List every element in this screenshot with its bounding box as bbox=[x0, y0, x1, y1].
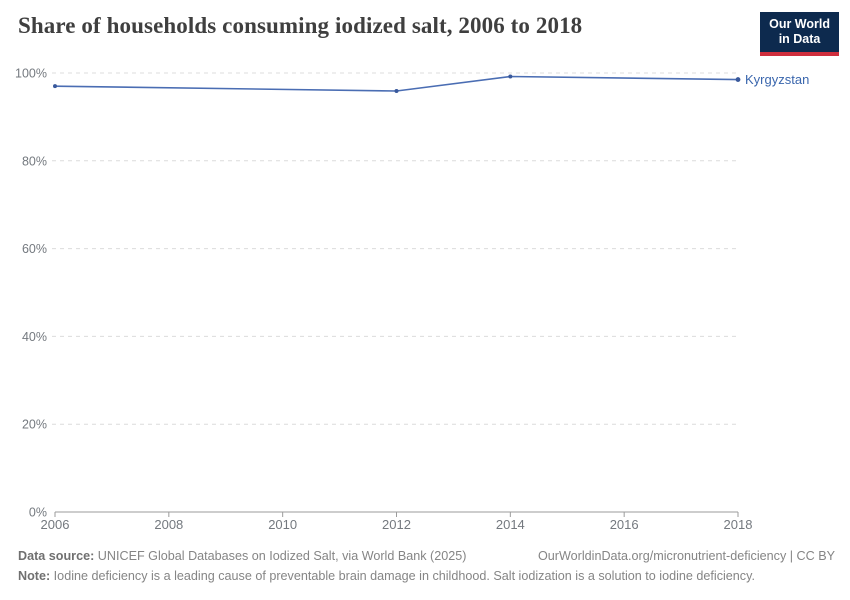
owid-logo-line1: Our World bbox=[769, 17, 830, 31]
data-source-text: UNICEF Global Databases on Iodized Salt,… bbox=[94, 549, 467, 563]
chart-footer: Data source: UNICEF Global Databases on … bbox=[18, 546, 835, 587]
data-source-label: Data source: bbox=[18, 549, 95, 563]
owid-url-link[interactable]: OurWorldinData.org/micronutrient-deficie… bbox=[538, 549, 835, 563]
y-tick-label: 40% bbox=[22, 330, 47, 344]
x-tick-label: 2008 bbox=[154, 517, 183, 532]
footer-row-source: Data source: UNICEF Global Databases on … bbox=[18, 546, 835, 566]
y-tick-label: 60% bbox=[22, 242, 47, 256]
x-tick-label: 2016 bbox=[610, 517, 639, 532]
chart-point bbox=[508, 74, 513, 79]
x-tick-label: 2012 bbox=[382, 517, 411, 532]
chart-point bbox=[53, 84, 57, 89]
note-label: Note: bbox=[18, 569, 51, 584]
y-tick-label: 20% bbox=[22, 418, 47, 432]
y-tick-label: 0% bbox=[29, 506, 47, 520]
x-tick-label: 2018 bbox=[724, 517, 753, 532]
chart-line bbox=[54, 75, 739, 92]
chart-title: Share of households consuming iodized sa… bbox=[18, 13, 583, 38]
owid-logo-line2: in Data bbox=[778, 32, 821, 47]
x-tick-label: 2010 bbox=[268, 517, 297, 532]
owid-logo: Our World in Data bbox=[760, 12, 839, 56]
y-tick-label: 80% bbox=[22, 154, 47, 168]
x-tick-label: 2006 bbox=[41, 517, 70, 532]
entity-label: Kyrgyzstan bbox=[745, 72, 809, 87]
data-source-line: Data source: UNICEF Global Databases on … bbox=[18, 546, 466, 566]
chart-point bbox=[735, 77, 741, 82]
note-text: Iodine deficiency is a leading cause of … bbox=[50, 569, 755, 584]
y-tick-label: 100% bbox=[15, 67, 47, 81]
chart-point bbox=[394, 88, 399, 93]
note-line: Note: Iodine deficiency is a leading cau… bbox=[18, 566, 835, 586]
x-tick-label: 2014 bbox=[496, 517, 525, 532]
